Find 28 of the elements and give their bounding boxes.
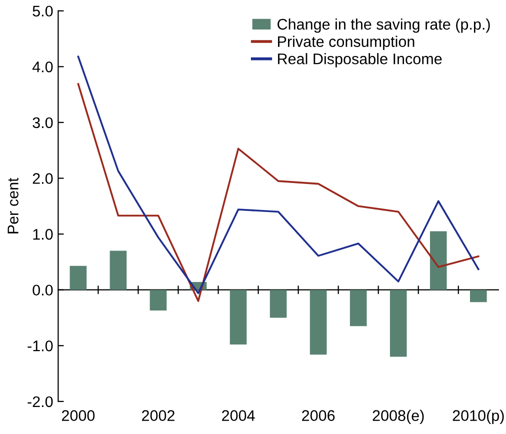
y-tick-label: 1.0 [33,228,53,240]
y-tick-label: 2.0 [32,173,53,184]
x-tick-label: 2002 [142,410,174,422]
x-tick-label: 2006 [302,410,335,422]
bar [270,290,287,318]
legend-label: Private consumption [278,36,414,50]
legend-label: Change in the saving rate (p.p.) [278,18,490,33]
y-tick-label: -2.0 [28,396,53,408]
x-tick-label: 2004 [222,410,255,422]
bar [70,266,87,290]
bar [150,290,167,310]
y-tick-label: 0.0 [32,284,53,296]
bar [230,290,247,345]
y-tick-label: 3.0 [32,117,53,128]
x-tick-label: 2008(e) [372,410,424,424]
bar [310,290,327,355]
bar [350,290,367,326]
bar [470,290,487,302]
bar [390,290,407,357]
y-tick-label: -1.0 [28,340,53,352]
x-tick-label: 2010(p) [452,410,504,424]
x-tick-label: 2000 [62,410,95,422]
y-tick-label: 4.0 [32,62,53,72]
legend-label: Real Disposable Income [278,53,442,68]
y-tick-label: 5.0 [32,6,53,17]
y-axis-title: Per cent [8,178,18,234]
bar [430,231,447,290]
bar [110,250,127,290]
